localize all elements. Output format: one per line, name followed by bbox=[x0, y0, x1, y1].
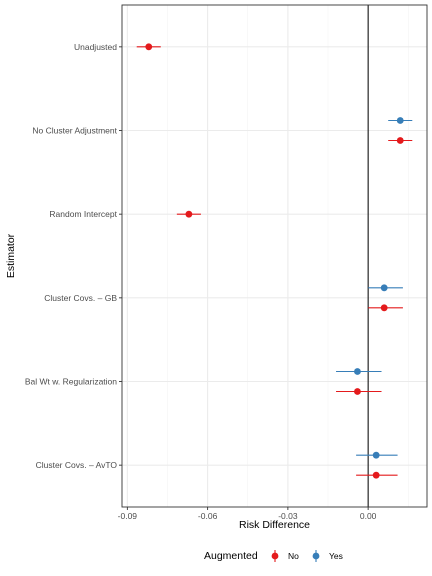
ticks: -0.09 -0.06 -0.03 0.00 Unadjusted No Cluster … bbox=[25, 42, 377, 521]
y-tick-label: Cluster Covs. – AvTO bbox=[36, 460, 118, 470]
point-yes bbox=[372, 451, 380, 459]
marks bbox=[136, 5, 413, 507]
panel-border bbox=[121, 4, 428, 508]
y-tick-label: Bal Wt w. Regularization bbox=[25, 377, 117, 387]
legend-label: No bbox=[288, 551, 299, 561]
x-tick-label: -0.03 bbox=[278, 511, 298, 521]
point-no bbox=[185, 210, 193, 218]
point-yes bbox=[354, 368, 361, 375]
legend-label: Yes bbox=[329, 551, 343, 561]
point-yes bbox=[380, 284, 388, 292]
x-tick-label: -0.09 bbox=[118, 511, 138, 521]
legend-key-point bbox=[312, 552, 320, 560]
y-axis-title: Estimator bbox=[5, 233, 17, 278]
x-tick-label: 0.00 bbox=[360, 511, 377, 521]
point-yes bbox=[396, 117, 404, 124]
y-tick-label: Cluster Covs. – GB bbox=[44, 293, 117, 303]
point-no bbox=[145, 43, 153, 51]
point-no bbox=[380, 304, 388, 312]
y-tick-label: Unadjusted bbox=[74, 42, 117, 52]
y-tick-label: No Cluster Adjustment bbox=[32, 126, 117, 136]
x-tick-label: -0.06 bbox=[198, 511, 218, 521]
point-no bbox=[372, 471, 380, 479]
legend: Augmented No Yes bbox=[204, 550, 343, 562]
x-axis-title: Risk Difference bbox=[239, 519, 310, 531]
y-tick-label: Random Intercept bbox=[49, 209, 117, 219]
point-no bbox=[396, 137, 404, 144]
panel-background bbox=[122, 5, 427, 507]
legend-title: Augmented bbox=[204, 550, 258, 562]
legend-key-point bbox=[271, 552, 279, 560]
point-no bbox=[354, 388, 361, 395]
